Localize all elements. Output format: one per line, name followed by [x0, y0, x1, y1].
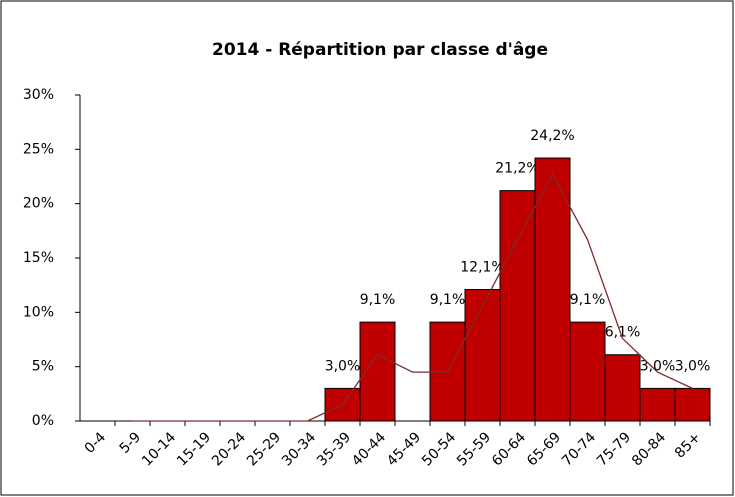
data-label: 9,1% [570, 292, 606, 308]
data-label: 9,1% [360, 292, 396, 308]
y-tick-label: 10% [23, 304, 54, 320]
y-tick-label: 30% [23, 87, 54, 103]
data-label: 24,2% [530, 128, 574, 144]
bar [674, 387, 711, 422]
chart-title: 2014 - Répartition par classe d'âge [212, 40, 548, 60]
data-label: 3,0% [325, 358, 361, 374]
y-tick-label: 0% [32, 413, 54, 429]
data-label: 21,2% [495, 161, 539, 177]
y-tick-label: 25% [23, 141, 54, 157]
bar [569, 321, 606, 422]
y-tick-label: 5% [32, 359, 54, 375]
y-tick-label: 15% [23, 250, 54, 266]
bar [604, 354, 641, 422]
data-label: 3,0% [675, 358, 711, 374]
data-label: 12,1% [460, 260, 504, 276]
data-label: 6,1% [605, 325, 641, 341]
bar [639, 387, 676, 422]
y-tick-label: 20% [23, 196, 54, 212]
data-label: 9,1% [430, 292, 466, 308]
trend-line [132, 172, 693, 422]
data-label: 3,0% [640, 358, 676, 374]
bar [499, 190, 536, 422]
bar [534, 157, 571, 422]
bar [464, 289, 501, 422]
